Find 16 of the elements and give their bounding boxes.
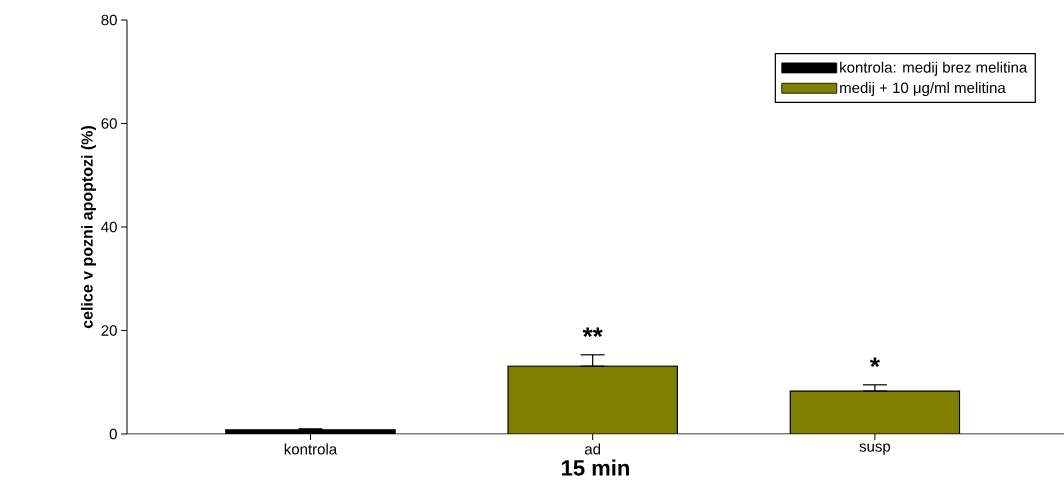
x-tick-label: kontrola: [284, 443, 338, 455]
legend-label: medij + 10 μg/ml melitina: [840, 82, 1006, 97]
y-tick-label: 20: [101, 325, 117, 336]
y-tick-label: 0: [109, 428, 117, 440]
y-axis-title: celice v pozni apoptozi (%): [81, 126, 96, 329]
x-tick-label: susp: [859, 443, 891, 455]
bar: [789, 390, 961, 434]
y-tick-label: 40: [101, 221, 117, 233]
annotation: **: [582, 327, 603, 338]
x-tick-label: ad: [584, 443, 601, 455]
y-tick-label: 60: [101, 118, 117, 129]
bar: [508, 366, 678, 434]
annotation: *: [869, 357, 880, 368]
legend-label: kontrola: medij brez melitina: [840, 61, 1028, 76]
x-axis-title: 15 min: [562, 459, 629, 476]
y-tick-label: 80: [101, 14, 117, 26]
